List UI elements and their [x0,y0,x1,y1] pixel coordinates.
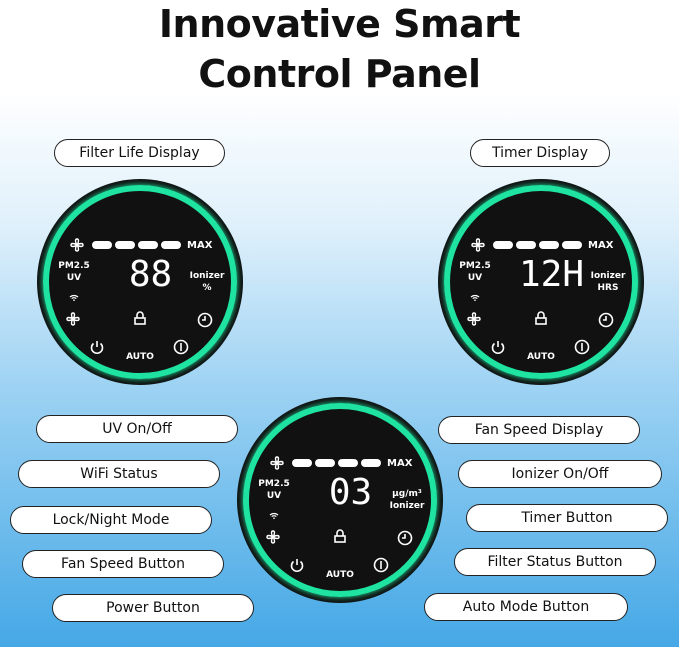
label-power-button: Power Button [52,594,254,622]
lock-icon[interactable] [332,528,348,548]
unit-label-bottom: HRS [597,283,619,293]
fan-speed-bar [138,241,158,249]
fan-speed-indicator-icon [470,237,486,257]
max-label: MAX [387,458,413,469]
unit-label-bottom: Ionizer [389,501,425,511]
digit-display: 12H [518,257,585,293]
unit-label-top: µg/m³ [392,489,422,499]
digit-display: 88 [128,257,173,293]
wifi-icon [269,504,279,523]
lock-icon[interactable] [533,310,549,330]
control-panel-dial: MAX PM2.5 UV 12H Ionizer HRS AUTO [438,179,644,385]
power-icon[interactable] [289,557,305,577]
title-line-2: Control Panel [198,52,481,96]
label-auto-mode-button: Auto Mode Button [424,593,628,621]
uv-label: UV [467,273,483,283]
fan-speed-bar [516,241,536,249]
label-fan-speed-display: Fan Speed Display [438,416,640,444]
wifi-icon [470,286,480,305]
power-icon[interactable] [89,339,105,359]
ionizer-icon[interactable] [173,339,189,359]
fan-speed-bar [315,459,335,467]
control-panel-dial: MAX PM2.5 UV 88 Ionizer % AUTO [37,179,243,385]
label-filter-status-button: Filter Status Button [454,548,656,576]
fan-speed-bar [539,241,559,249]
timer-clock-icon[interactable] [598,312,614,332]
unit-label-bottom: % [202,283,212,293]
unit-label-top: Ionizer [590,271,626,281]
timer-clock-icon[interactable] [197,312,213,332]
fan-speed-button-icon[interactable] [466,311,482,331]
fan-speed-indicator-icon [69,237,85,257]
uv-label: UV [266,491,282,501]
fan-speed-bar [115,241,135,249]
lock-icon[interactable] [132,310,148,330]
auto-button[interactable]: AUTO [126,352,154,362]
wifi-icon [69,286,79,305]
timer-clock-icon[interactable] [397,530,413,550]
pm25-label: PM2.5 [258,479,290,489]
title-line-1: Innovative Smart [158,2,521,46]
pm25-label: PM2.5 [58,261,90,271]
max-label: MAX [588,240,614,251]
fan-speed-indicator-icon [269,455,285,475]
label-wifi: WiFi Status [18,460,220,488]
fan-speed-bar [562,241,582,249]
fan-speed-button-icon[interactable] [65,311,81,331]
unit-label-top: Ionizer [189,271,225,281]
label-uv: UV On/Off [36,415,238,443]
status-ring [243,403,437,597]
pm25-label: PM2.5 [459,261,491,271]
ionizer-icon[interactable] [574,339,590,359]
label-timer-button: Timer Button [466,504,668,532]
fan-speed-bar [493,241,513,249]
fan-speed-bar [338,459,358,467]
status-ring [444,185,638,379]
label-lock: Lock/Night Mode [10,506,212,534]
label-filter-life-display: Filter Life Display [54,139,225,167]
label-ionizer: Ionizer On/Off [458,460,662,488]
ionizer-icon[interactable] [373,557,389,577]
label-timer-display: Timer Display [470,139,610,167]
max-label: MAX [187,240,213,251]
digit-display: 03 [328,475,373,511]
uv-label: UV [66,273,82,283]
fan-speed-bar [161,241,181,249]
status-ring [43,185,237,379]
fan-speed-bar [361,459,381,467]
auto-button[interactable]: AUTO [326,570,354,580]
auto-button[interactable]: AUTO [527,352,555,362]
fan-speed-bar [292,459,312,467]
control-panel-dial: MAX PM2.5 UV 03 µg/m³ Ionizer AUTO [237,397,443,603]
fan-speed-bar [92,241,112,249]
fan-speed-button-icon[interactable] [265,529,281,549]
power-icon[interactable] [490,339,506,359]
label-fan-speed-button: Fan Speed Button [22,550,224,578]
